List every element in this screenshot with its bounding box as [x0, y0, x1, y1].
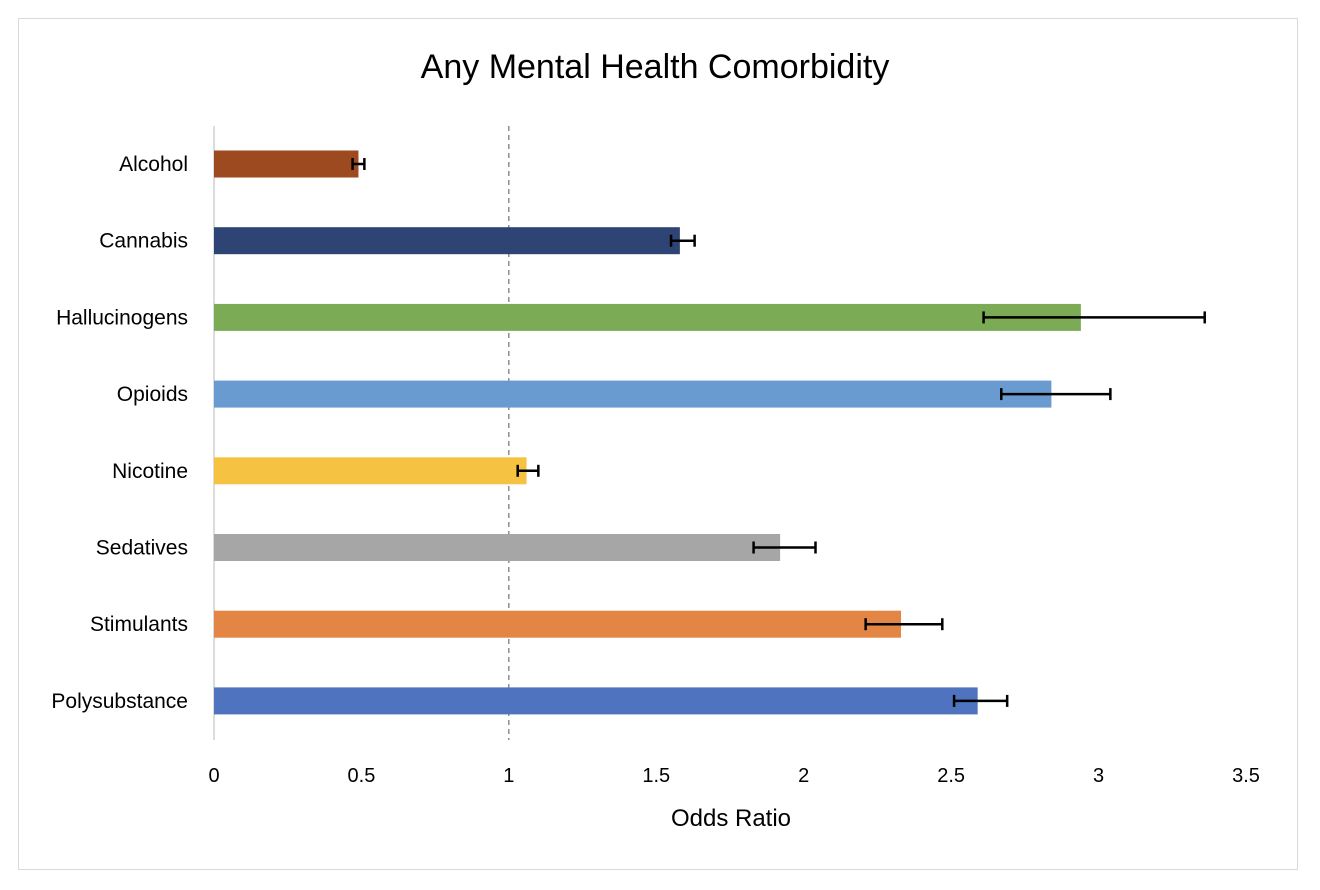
bars-layer	[214, 150, 1081, 715]
category-label-polysubstance: Polysubstance	[51, 690, 188, 713]
x-tick-labels: 0 0.5 1 1.5 2 2.5 3 3.5	[208, 765, 1259, 787]
bar-nicotine	[214, 457, 527, 485]
bar-cannabis	[214, 227, 680, 255]
error-bar-hallucinogens	[982, 311, 1206, 324]
error-bars-layer	[351, 158, 1206, 707]
category-label-hallucinogens: Hallucinogens	[56, 306, 188, 329]
bar-stimulants	[214, 610, 902, 638]
bar-sedatives	[214, 534, 781, 561]
category-label-alcohol: Alcohol	[119, 153, 188, 176]
bar-opioids	[214, 380, 1052, 408]
bar-alcohol	[214, 150, 359, 178]
x-axis-title: Odds Ratio	[671, 805, 791, 832]
x-tick-label: 2	[798, 765, 809, 787]
bar-polysubstance	[214, 687, 978, 715]
bar-hallucinogens	[214, 303, 1081, 331]
x-tick-label: 0	[208, 765, 219, 787]
category-label-cannabis: Cannabis	[99, 230, 188, 253]
x-tick-label: 0.5	[348, 765, 376, 787]
error-bar-opioids	[1000, 388, 1112, 401]
category-label-stimulants: Stimulants	[90, 613, 188, 636]
error-bar-polysubstance	[952, 694, 1009, 707]
category-label-opioids: Opioids	[117, 383, 188, 406]
x-tick-label: 3	[1093, 765, 1104, 787]
category-label-sedatives: Sedatives	[96, 537, 188, 560]
x-tick-label: 1	[503, 765, 514, 787]
error-bar-sedatives	[752, 541, 817, 554]
error-bar-alcohol	[351, 158, 366, 170]
category-label-nicotine: Nicotine	[112, 460, 188, 483]
x-tick-label: 3.5	[1232, 765, 1260, 787]
error-bar-cannabis	[669, 234, 696, 247]
x-tick-label: 1.5	[642, 765, 670, 787]
chart-title: Any Mental Health Comorbidity	[421, 48, 890, 86]
error-bar-stimulants	[864, 618, 944, 631]
category-labels: Alcohol Cannabis Hallucinogens Opioids Nicot…	[51, 153, 188, 713]
x-tick-label: 2.5	[937, 765, 965, 787]
error-bar-nicotine	[516, 464, 540, 477]
